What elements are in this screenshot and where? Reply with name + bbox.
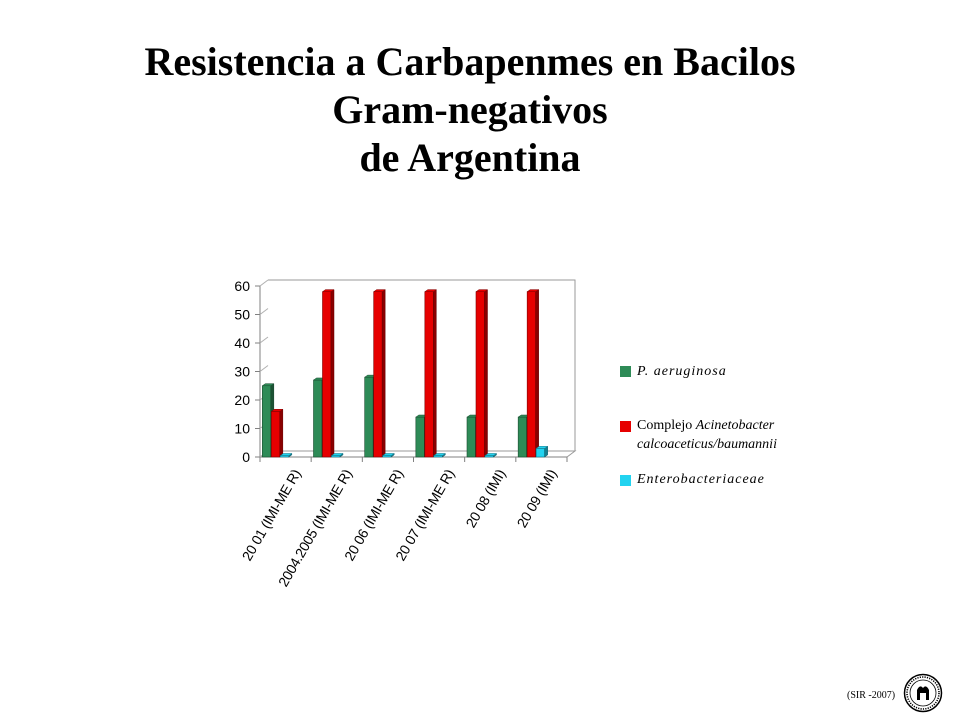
source-note: (SIR -2007) xyxy=(847,690,896,701)
bar-side-1-1 xyxy=(330,289,335,458)
title-line-2: Gram-negativos xyxy=(332,87,608,132)
bar-0-3 xyxy=(415,416,425,458)
bar-side-1-4 xyxy=(484,289,488,458)
bar-top-1-0 xyxy=(270,409,284,412)
legend-label-acinetobacter-prefix: Complejo xyxy=(637,418,696,433)
title-line-3: de Argentina xyxy=(359,135,581,180)
x-tick-label: 20 09 (IMI) xyxy=(514,467,560,531)
bar-top-1-1 xyxy=(321,289,335,292)
bar-side-1-5 xyxy=(535,289,539,458)
bar-2-5 xyxy=(535,448,545,458)
bar-top-2-4 xyxy=(484,453,498,456)
bar-1-4 xyxy=(475,291,485,458)
bar-top-0-0 xyxy=(261,383,275,386)
institution-seal-icon xyxy=(903,673,943,713)
y-tick-label: 10 xyxy=(234,421,250,437)
legend-label-acinetobacter: Complejo Acinetobacter xyxy=(637,418,774,434)
bar-top-1-3 xyxy=(424,289,438,292)
bar-top-1-4 xyxy=(475,289,489,292)
y-tick-label: 0 xyxy=(242,449,250,465)
chart-title: Resistencia a Carbapenmes en Bacilos Gra… xyxy=(60,38,880,182)
plot-back-wall xyxy=(268,279,576,451)
bar-0-0 xyxy=(262,385,272,458)
y-tick-depth xyxy=(259,365,269,372)
bar-0-4 xyxy=(466,416,476,458)
y-tick-depth xyxy=(259,336,269,344)
title-line-1: Resistencia a Carbapenmes en Bacilos xyxy=(144,39,796,84)
y-tick-label: 50 xyxy=(234,307,250,323)
bar-1-2 xyxy=(373,291,383,458)
y-tick-label: 30 xyxy=(234,364,250,380)
bar-top-1-2 xyxy=(372,289,386,292)
bar-1-3 xyxy=(424,291,434,458)
y-tick-label: 20 xyxy=(234,392,250,408)
bar-side-1-3 xyxy=(433,289,437,458)
y-tick-depth xyxy=(259,279,269,287)
legend-label-aeruginosa: P. aeruginosa xyxy=(637,364,727,379)
bar-0-5 xyxy=(517,416,527,458)
bar-top-2-1 xyxy=(330,453,344,456)
bar-1-0 xyxy=(271,411,281,458)
y-tick-label: 40 xyxy=(234,335,250,351)
bar-1-5 xyxy=(526,291,536,458)
bar-top-2-2 xyxy=(381,453,395,456)
y-tick-depth xyxy=(259,308,269,315)
legend-label-acinetobacter-genus: Acinetobacter xyxy=(695,418,775,433)
bar-0-1 xyxy=(313,379,323,458)
bar-side-1-2 xyxy=(381,289,386,458)
bar-top-2-0 xyxy=(279,453,293,456)
bar-top-2-3 xyxy=(433,453,447,456)
x-tick-label: 20 08 (IMI) xyxy=(462,467,508,531)
bar-1-1 xyxy=(322,291,332,458)
legend-swatch-acinetobacter xyxy=(620,421,631,432)
bar-top-1-5 xyxy=(526,289,540,292)
legend-swatch-aeruginosa xyxy=(620,366,631,377)
bar-0-2 xyxy=(364,376,374,458)
legend-label-enterobacteriaceae: Enterobacteriaceae xyxy=(637,472,765,487)
legend-label-acinetobacter-line2: calcoaceticus/baumannii xyxy=(637,437,777,452)
bar-top-2-5 xyxy=(535,446,549,449)
y-tick-label: 60 xyxy=(234,278,250,294)
bar-side-1-0 xyxy=(279,408,284,458)
legend-swatch-enterobacteriaceae xyxy=(620,475,631,486)
